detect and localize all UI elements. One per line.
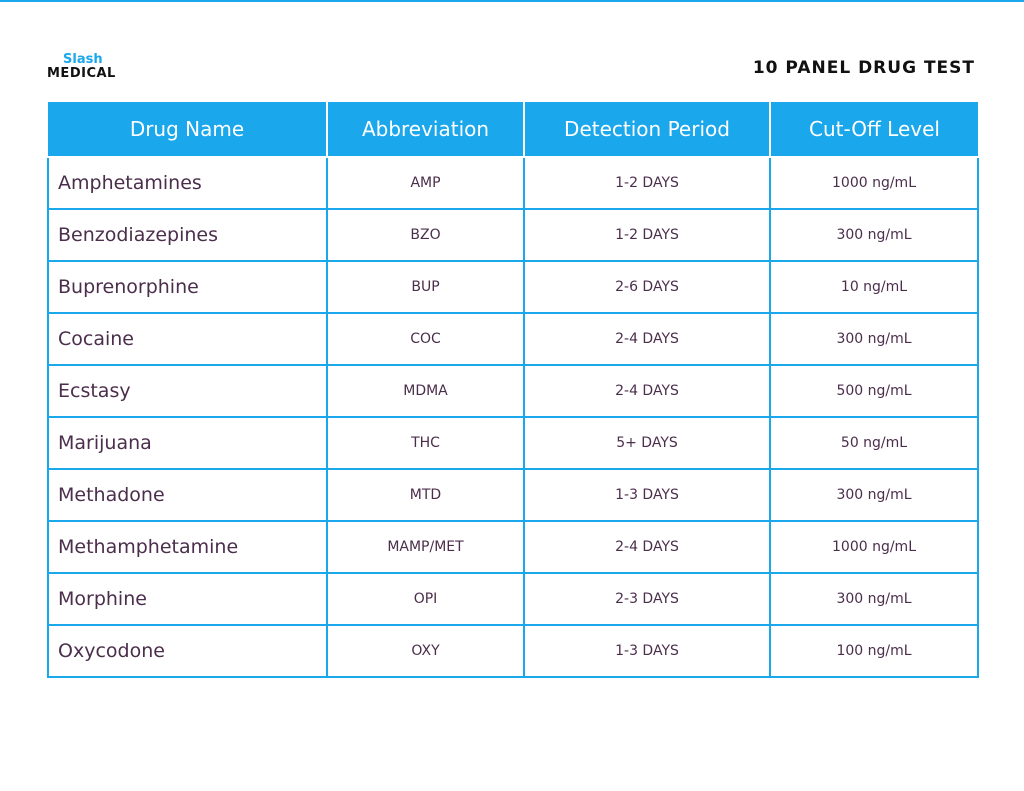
cell: 100 ng/mL <box>769 624 979 678</box>
cell: OPI <box>326 572 525 626</box>
cell: 1-2 DAYS <box>523 156 771 210</box>
cell: THC <box>326 416 525 470</box>
logo-bottom: MEDICAL <box>47 66 116 81</box>
cell: 2-3 DAYS <box>523 572 771 626</box>
table-body: Amphetamines AMP 1-2 DAYS 1000 ng/mL Benzodi… <box>47 156 979 678</box>
table-row: Oxycodone OXY 1-3 DAYS 100 ng/mL <box>47 624 979 678</box>
table-row: Methamphetamine MAMP/MET 2-4 DAYS 1000 ng/m… <box>47 520 979 574</box>
cell: 300 ng/mL <box>769 572 979 626</box>
drug-name: Buprenorphine <box>47 260 328 314</box>
cell: 500 ng/mL <box>769 364 979 418</box>
table-row: Methadone MTD 1-3 DAYS 300 ng/mL <box>47 468 979 522</box>
drug-name: Methadone <box>47 468 328 522</box>
cell: 300 ng/mL <box>769 468 979 522</box>
cell: 2-4 DAYS <box>523 364 771 418</box>
cell: 1-3 DAYS <box>523 468 771 522</box>
drug-name: Methamphetamine <box>47 520 328 574</box>
title: 10 PANEL DRUG TEST <box>752 58 975 78</box>
cell: BUP <box>326 260 525 314</box>
top-rule <box>0 0 1024 2</box>
cell: 300 ng/mL <box>769 208 979 262</box>
table-row: Ecstasy MDMA 2-4 DAYS 500 ng/mL <box>47 364 979 418</box>
cell: 2-4 DAYS <box>523 312 771 366</box>
drug-name: Morphine <box>47 572 328 626</box>
cell: OXY <box>326 624 525 678</box>
drug-name: Benzodiazepines <box>47 208 328 262</box>
drug-table: Drug Name Abbreviation Detection Period Cut… <box>47 102 979 678</box>
cell: AMP <box>326 156 525 210</box>
column-header: Detection Period <box>523 102 771 158</box>
table-row: Amphetamines AMP 1-2 DAYS 1000 ng/mL <box>47 156 979 210</box>
cell: 1-3 DAYS <box>523 624 771 678</box>
table-row: Buprenorphine BUP 2-6 DAYS 10 ng/mL <box>47 260 979 314</box>
cell: 1-2 DAYS <box>523 208 771 262</box>
table-row: Morphine OPI 2-3 DAYS 300 ng/mL <box>47 572 979 626</box>
header-row: Drug Name Abbreviation Detection Period Cut… <box>48 102 978 158</box>
cell: 5+ DAYS <box>523 416 771 470</box>
column-header: Drug Name <box>48 102 328 158</box>
drug-name: Oxycodone <box>47 624 328 678</box>
drug-name: Cocaine <box>47 312 328 366</box>
cell: BZO <box>326 208 525 262</box>
cell: 300 ng/mL <box>769 312 979 366</box>
drug-name: Marijuana <box>47 416 328 470</box>
cell: MTD <box>326 468 525 522</box>
table-row: Cocaine COC 2-4 DAYS 300 ng/mL <box>47 312 979 366</box>
cell: 10 ng/mL <box>769 260 979 314</box>
cell: 2-6 DAYS <box>523 260 771 314</box>
cell: COC <box>326 312 525 366</box>
cell: 50 ng/mL <box>769 416 979 470</box>
logo-top: Slash <box>63 52 103 67</box>
cell: 1000 ng/mL <box>769 156 979 210</box>
column-header: Abbreviation <box>326 102 525 158</box>
cell: 2-4 DAYS <box>523 520 771 574</box>
drug-name: Amphetamines <box>47 156 328 210</box>
table-row: Marijuana THC 5+ DAYS 50 ng/mL <box>47 416 979 470</box>
column-header: Cut-Off Level <box>769 102 978 158</box>
cell: MDMA <box>326 364 525 418</box>
table-row: Benzodiazepines BZO 1-2 DAYS 300 ng/mL <box>47 208 979 262</box>
cell: 1000 ng/mL <box>769 520 979 574</box>
drug-name: Ecstasy <box>47 364 328 418</box>
cell: MAMP/MET <box>326 520 525 574</box>
